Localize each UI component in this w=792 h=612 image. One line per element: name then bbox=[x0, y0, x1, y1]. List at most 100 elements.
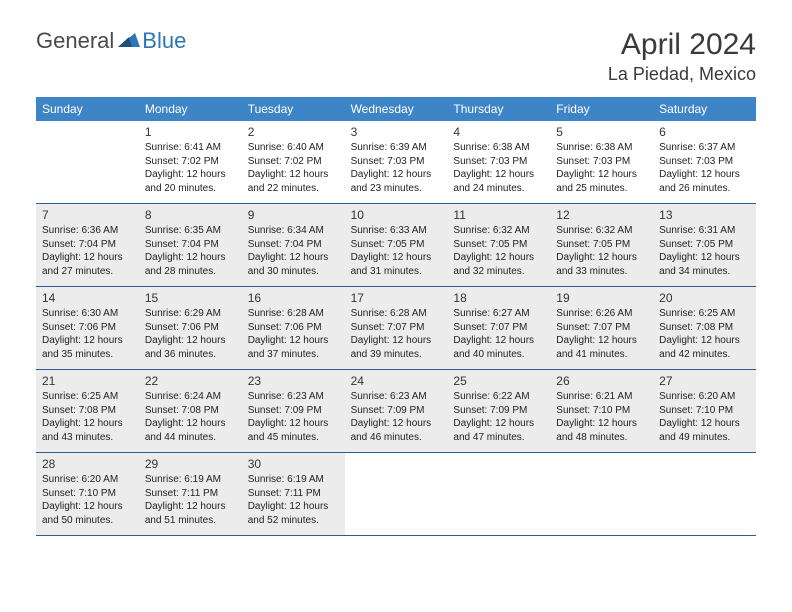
day-info-line: Sunset: 7:04 PM bbox=[248, 238, 339, 252]
day-info-line: Sunrise: 6:28 AM bbox=[351, 307, 442, 321]
day-info-line: Sunrise: 6:39 AM bbox=[351, 141, 442, 155]
day-number: 7 bbox=[42, 207, 133, 223]
day-info-line: Daylight: 12 hours bbox=[145, 168, 236, 182]
day-info-line: Daylight: 12 hours bbox=[453, 251, 544, 265]
day-info-line: Daylight: 12 hours bbox=[351, 251, 442, 265]
weekday-label: Monday bbox=[139, 97, 242, 121]
day-cell bbox=[345, 453, 448, 535]
day-cell: 9Sunrise: 6:34 AMSunset: 7:04 PMDaylight… bbox=[242, 204, 345, 286]
day-info-line: Sunset: 7:08 PM bbox=[145, 404, 236, 418]
day-info-line: Daylight: 12 hours bbox=[42, 334, 133, 348]
day-number: 14 bbox=[42, 290, 133, 306]
day-number: 21 bbox=[42, 373, 133, 389]
day-info-line: Sunset: 7:05 PM bbox=[351, 238, 442, 252]
day-cell: 27Sunrise: 6:20 AMSunset: 7:10 PMDayligh… bbox=[653, 370, 756, 452]
day-info-line: Sunrise: 6:32 AM bbox=[556, 224, 647, 238]
day-info-line: Sunset: 7:02 PM bbox=[248, 155, 339, 169]
week-row: 7Sunrise: 6:36 AMSunset: 7:04 PMDaylight… bbox=[36, 204, 756, 287]
day-info-line: Sunset: 7:03 PM bbox=[556, 155, 647, 169]
day-number: 10 bbox=[351, 207, 442, 223]
day-info-line: Daylight: 12 hours bbox=[659, 417, 750, 431]
day-number: 16 bbox=[248, 290, 339, 306]
day-number: 26 bbox=[556, 373, 647, 389]
day-info-line: Sunrise: 6:19 AM bbox=[248, 473, 339, 487]
day-info-line: and 42 minutes. bbox=[659, 348, 750, 362]
day-info-line: Sunrise: 6:25 AM bbox=[659, 307, 750, 321]
day-cell: 8Sunrise: 6:35 AMSunset: 7:04 PMDaylight… bbox=[139, 204, 242, 286]
day-number: 3 bbox=[351, 124, 442, 140]
day-info-line: and 46 minutes. bbox=[351, 431, 442, 445]
day-number: 28 bbox=[42, 456, 133, 472]
day-info-line: Daylight: 12 hours bbox=[556, 417, 647, 431]
day-info-line: Sunset: 7:07 PM bbox=[453, 321, 544, 335]
day-cell: 13Sunrise: 6:31 AMSunset: 7:05 PMDayligh… bbox=[653, 204, 756, 286]
day-info-line: Sunrise: 6:26 AM bbox=[556, 307, 647, 321]
month-title: April 2024 bbox=[608, 28, 756, 62]
weekday-label: Sunday bbox=[36, 97, 139, 121]
day-cell: 6Sunrise: 6:37 AMSunset: 7:03 PMDaylight… bbox=[653, 121, 756, 203]
day-number: 27 bbox=[659, 373, 750, 389]
day-info-line: and 22 minutes. bbox=[248, 182, 339, 196]
day-cell: 16Sunrise: 6:28 AMSunset: 7:06 PMDayligh… bbox=[242, 287, 345, 369]
day-info-line: Sunrise: 6:38 AM bbox=[453, 141, 544, 155]
day-info-line: Sunrise: 6:40 AM bbox=[248, 141, 339, 155]
day-info-line: Daylight: 12 hours bbox=[453, 168, 544, 182]
day-info-line: Daylight: 12 hours bbox=[42, 417, 133, 431]
day-info-line: Sunset: 7:09 PM bbox=[351, 404, 442, 418]
day-info-line: Daylight: 12 hours bbox=[659, 334, 750, 348]
day-cell: 25Sunrise: 6:22 AMSunset: 7:09 PMDayligh… bbox=[447, 370, 550, 452]
day-cell: 19Sunrise: 6:26 AMSunset: 7:07 PMDayligh… bbox=[550, 287, 653, 369]
day-info-line: Sunrise: 6:28 AM bbox=[248, 307, 339, 321]
day-info-line: Sunrise: 6:41 AM bbox=[145, 141, 236, 155]
day-cell bbox=[653, 453, 756, 535]
day-info-line: Sunrise: 6:20 AM bbox=[659, 390, 750, 404]
day-number: 23 bbox=[248, 373, 339, 389]
weeks-container: 1Sunrise: 6:41 AMSunset: 7:02 PMDaylight… bbox=[36, 121, 756, 536]
day-info-line: Sunset: 7:10 PM bbox=[42, 487, 133, 501]
day-number: 22 bbox=[145, 373, 236, 389]
day-info-line: Sunrise: 6:35 AM bbox=[145, 224, 236, 238]
weekday-label: Tuesday bbox=[242, 97, 345, 121]
day-cell: 10Sunrise: 6:33 AMSunset: 7:05 PMDayligh… bbox=[345, 204, 448, 286]
day-info-line: Sunset: 7:11 PM bbox=[145, 487, 236, 501]
day-info-line: and 44 minutes. bbox=[145, 431, 236, 445]
day-info-line: and 26 minutes. bbox=[659, 182, 750, 196]
day-info-line: Sunrise: 6:22 AM bbox=[453, 390, 544, 404]
day-info-line: Daylight: 12 hours bbox=[42, 251, 133, 265]
week-row: 14Sunrise: 6:30 AMSunset: 7:06 PMDayligh… bbox=[36, 287, 756, 370]
day-info-line: Sunrise: 6:19 AM bbox=[145, 473, 236, 487]
day-cell: 7Sunrise: 6:36 AMSunset: 7:04 PMDaylight… bbox=[36, 204, 139, 286]
day-info-line: Daylight: 12 hours bbox=[248, 251, 339, 265]
day-cell bbox=[36, 121, 139, 203]
day-info-line: Daylight: 12 hours bbox=[145, 251, 236, 265]
day-info-line: Sunset: 7:07 PM bbox=[556, 321, 647, 335]
day-number: 30 bbox=[248, 456, 339, 472]
day-cell: 18Sunrise: 6:27 AMSunset: 7:07 PMDayligh… bbox=[447, 287, 550, 369]
location: La Piedad, Mexico bbox=[608, 64, 756, 85]
day-info-line: Sunset: 7:09 PM bbox=[248, 404, 339, 418]
day-cell: 1Sunrise: 6:41 AMSunset: 7:02 PMDaylight… bbox=[139, 121, 242, 203]
logo-triangle-icon bbox=[118, 31, 140, 52]
day-number: 25 bbox=[453, 373, 544, 389]
day-info-line: Sunset: 7:10 PM bbox=[556, 404, 647, 418]
day-info-line: Sunset: 7:06 PM bbox=[248, 321, 339, 335]
day-info-line: Sunset: 7:06 PM bbox=[145, 321, 236, 335]
day-info-line: and 40 minutes. bbox=[453, 348, 544, 362]
day-cell: 28Sunrise: 6:20 AMSunset: 7:10 PMDayligh… bbox=[36, 453, 139, 535]
title-block: April 2024 La Piedad, Mexico bbox=[608, 28, 756, 85]
day-info-line: Sunset: 7:03 PM bbox=[453, 155, 544, 169]
day-info-line: and 28 minutes. bbox=[145, 265, 236, 279]
day-cell: 26Sunrise: 6:21 AMSunset: 7:10 PMDayligh… bbox=[550, 370, 653, 452]
week-row: 21Sunrise: 6:25 AMSunset: 7:08 PMDayligh… bbox=[36, 370, 756, 453]
day-info-line: Sunset: 7:09 PM bbox=[453, 404, 544, 418]
day-cell: 17Sunrise: 6:28 AMSunset: 7:07 PMDayligh… bbox=[345, 287, 448, 369]
day-cell: 23Sunrise: 6:23 AMSunset: 7:09 PMDayligh… bbox=[242, 370, 345, 452]
day-cell: 2Sunrise: 6:40 AMSunset: 7:02 PMDaylight… bbox=[242, 121, 345, 203]
day-cell: 14Sunrise: 6:30 AMSunset: 7:06 PMDayligh… bbox=[36, 287, 139, 369]
day-number: 12 bbox=[556, 207, 647, 223]
day-cell: 4Sunrise: 6:38 AMSunset: 7:03 PMDaylight… bbox=[447, 121, 550, 203]
day-number: 19 bbox=[556, 290, 647, 306]
logo: General Blue bbox=[36, 28, 186, 54]
day-info-line: and 25 minutes. bbox=[556, 182, 647, 196]
day-info-line: Sunrise: 6:32 AM bbox=[453, 224, 544, 238]
